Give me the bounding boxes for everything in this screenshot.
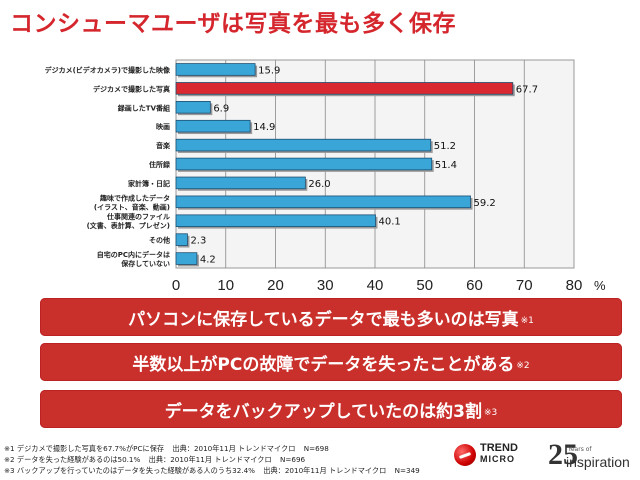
bar [175,157,433,171]
banner-2: 半数以上がPCの故障でデータを失ったことがある ※2 [40,343,622,381]
category-label: (イラスト、音楽、動画) [94,202,170,211]
trend-micro-ball-icon [454,444,476,466]
bar-value-label: 4.2 [200,255,216,266]
footnote-2-text: ※2 データを失った経験があるのは50.1% [4,455,141,464]
footnote-3-source: 出典：2010年11月 トレンドマイクロ [263,466,387,475]
bar [175,119,251,133]
x-tick-label: 70 [516,277,533,294]
x-tick-label: 60 [466,277,483,294]
category-label: 音楽 [156,141,171,150]
bar-value-label: 67.7 [516,84,538,95]
x-tick-label: 20 [267,277,284,294]
trend-micro-logo: TREND MICRO [454,440,524,474]
category-label: その他 [149,236,170,245]
anniversary-years: Years of [568,446,592,453]
footnote-1: ※1 デジカメで撮影した写真を67.7%がPCに保存 出典：2010年11月 ト… [4,443,426,454]
bar-value-label: 15.9 [258,65,280,76]
footnote-3-text: ※3 バックアップを行っていたのはデータを失った経験がある人のうち32.4% [4,466,255,475]
page-title: コンシューマユーザは写真を最も多く保存 [10,11,457,37]
x-unit-label: % [594,278,606,293]
anniversary-word: inspiration [566,454,630,470]
bar [175,101,211,114]
bar [175,214,376,227]
anniversary-logo: 25 Years of inspiration [546,438,636,476]
banner-3-ref: ※3 [484,408,498,418]
footnote-1-text: ※1 デジカメで撮影した写真を67.7%がPCに保存 [4,444,165,453]
footnote-1-n: N=698 [303,444,329,453]
banner-1-ref: ※1 [520,316,534,326]
bar [175,252,198,265]
category-label: 趣味で作成したデータ [99,193,170,202]
banner-1-text: パソコンに保存しているデータで最も多いのは写真 [128,309,519,330]
banner-2-text: 半数以上がPCの故障でデータを失ったことがある [132,354,515,375]
category-label: 録画したTV番組 [118,103,170,112]
category-label: (文書、表計算、プレゼン) [87,221,170,230]
bar-value-label: 51.4 [435,160,457,171]
category-label: 映画 [156,122,170,131]
bar-value-label: 2.3 [190,236,206,247]
bar-value-label: 26.0 [308,179,330,190]
banner-1: パソコンに保存しているデータで最も多いのは写真 ※1 [40,298,622,336]
footnote-2-source: 出典：2010年11月 トレンドマイクロ [148,455,272,464]
x-tick-label: 10 [217,277,234,294]
logo-line-2: MICRO [480,454,515,464]
x-tick-label: 0 [172,277,180,294]
footnotes: ※1 デジカメで撮影した写真を67.7%がPCに保存 出典：2010年11月 ト… [4,443,426,476]
x-tick-label: 30 [317,277,334,294]
x-tick-label: 80 [566,277,583,294]
bar-value-label: 6.9 [213,103,229,114]
bar [175,176,306,190]
bar-value-label: 51.2 [434,141,456,152]
logo-line-1: TREND [480,442,518,454]
anniversary-number: 25 [548,438,578,471]
footnote-3-n: N=349 [394,466,420,475]
category-label: 保存していない [120,259,170,268]
x-tick-label: 50 [416,277,433,294]
bar-chart: 0 10 20 30 40 50 60 70 80 % 15.9 デジカメ(ビデオカメラ)で撮影した映… [45,59,606,294]
x-tick-label: 40 [367,277,384,294]
category-label: 仕事関連のファイル [106,212,170,221]
bar-value-label: 14.9 [253,122,275,133]
banner-3-text: データをバックアップしていたのは約3割 [164,401,483,422]
bar [175,138,432,152]
banner-2-ref: ※2 [516,361,530,371]
bar [175,195,471,209]
banner-3: データをバックアップしていたのは約3割 ※3 [40,390,622,428]
category-label: デジカメで撮影した写真 [93,84,170,93]
bar-value-label: 59.2 [474,198,496,209]
category-label: 自宅のPC内にデータは [97,250,170,259]
footnote-2-n: N=696 [279,455,306,464]
footnote-1-source: 出典：2010年11月 トレンドマイクロ [172,444,296,453]
category-label: 住所録 [149,160,171,169]
footnote-2: ※2 データを失った経験があるのは50.1% 出典：2010年11月 トレンドマ… [4,454,426,465]
bar [175,82,514,95]
bar [175,63,256,76]
category-label: デジカメ(ビデオカメラ)で撮影した映像 [45,65,171,74]
bar [175,233,188,246]
bar-value-label: 40.1 [378,217,400,228]
footnote-3: ※3 バックアップを行っていたのはデータを失った経験がある人のうち32.4% 出… [4,465,426,476]
category-label: 家計簿・日記 [128,179,170,188]
